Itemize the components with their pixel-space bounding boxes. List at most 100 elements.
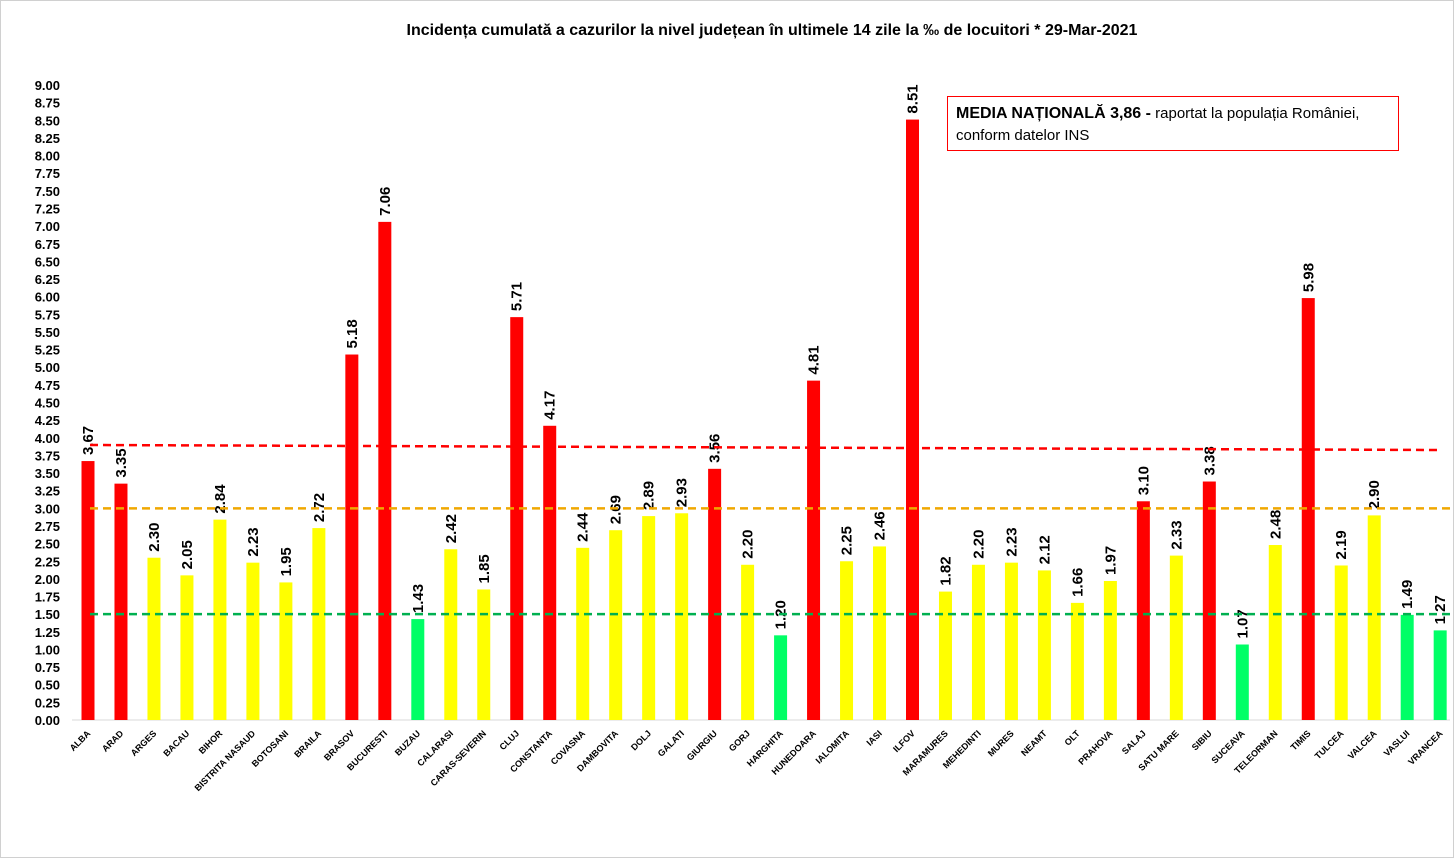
data-label: 2.23	[245, 527, 262, 556]
bar-vaslui	[1400, 614, 1414, 720]
y-tick-label: 4.75	[35, 378, 60, 393]
y-tick-label: 0.00	[35, 713, 60, 728]
bar-buzau	[411, 619, 425, 720]
bar-dolj	[642, 516, 656, 720]
x-tick-label: VRANCEA	[1406, 728, 1445, 767]
y-tick-label: 1.25	[35, 625, 60, 640]
data-label: 2.42	[443, 514, 460, 543]
y-tick-label: 6.00	[35, 290, 60, 305]
x-tick-label: BUZAU	[393, 728, 422, 757]
y-tick-label: 2.75	[35, 519, 60, 534]
bar-dambovita	[609, 530, 623, 720]
data-label: 1.95	[278, 547, 295, 576]
data-label: 7.06	[377, 187, 394, 216]
data-label: 3.35	[113, 448, 130, 477]
bar-cluj	[510, 317, 524, 720]
data-label: 2.20	[970, 530, 987, 559]
y-tick-label: 1.00	[35, 642, 60, 657]
bar-galati	[675, 513, 689, 720]
bar-arad	[114, 483, 128, 720]
data-label: 1.49	[1399, 580, 1416, 609]
data-label: 2.93	[674, 478, 691, 507]
data-label: 1.07	[1234, 609, 1251, 638]
bar-bucuresti	[378, 221, 392, 720]
y-tick-label: 5.00	[35, 360, 60, 375]
y-tick-label: 7.00	[35, 219, 60, 234]
y-tick-label: 3.25	[35, 484, 60, 499]
y-tick-label: 1.50	[35, 607, 60, 622]
data-label: 1.43	[410, 584, 427, 613]
y-tick-label: 0.25	[35, 695, 60, 710]
bar-caras-severin	[477, 589, 491, 720]
data-label: 2.20	[740, 530, 757, 559]
bar-calarasi	[444, 549, 458, 720]
x-tick-label: GORJ	[727, 728, 752, 753]
note-bold: MEDIA NAȚIONALĂ 3,86 -	[956, 105, 1151, 122]
data-label: 2.19	[1333, 530, 1350, 559]
bar-bihor	[213, 519, 227, 720]
y-tick-label: 5.75	[35, 307, 60, 322]
bar-bistrita-nasaud	[246, 562, 260, 720]
y-tick-label: 8.25	[35, 131, 60, 146]
data-label: 1.85	[476, 554, 493, 583]
y-tick-label: 5.25	[35, 343, 60, 358]
data-label: 2.30	[146, 523, 163, 552]
bar-sibiu	[1202, 481, 1216, 720]
x-tick-label: TULCEA	[1313, 728, 1346, 761]
x-tick-label: IASI	[864, 728, 883, 747]
data-label: 1.97	[1102, 546, 1119, 575]
y-tick-label: 3.75	[35, 448, 60, 463]
y-tick-label: 6.25	[35, 272, 60, 287]
bar-constanta	[543, 425, 557, 720]
bar-arges	[147, 557, 161, 720]
bar-suceava	[1235, 644, 1249, 720]
x-tick-label: BISTRITA NASAUD	[193, 728, 258, 793]
bar-mures	[1004, 562, 1018, 720]
y-tick-label: 8.75	[35, 96, 60, 111]
bar-olt	[1070, 602, 1084, 720]
bar-alba	[81, 461, 95, 720]
y-tick-label: 6.75	[35, 237, 60, 252]
x-tick-label: VALCEA	[1346, 728, 1379, 761]
y-tick-label: 9.00	[35, 78, 60, 93]
y-tick-label: 0.50	[35, 678, 60, 693]
data-label: 5.18	[344, 319, 361, 348]
y-tick-label: 4.50	[35, 396, 60, 411]
x-tick-label: NEAMT	[1019, 728, 1049, 758]
bar-harghita	[774, 635, 788, 720]
national-average-note: MEDIA NAȚIONALĂ 3,86 - raportat la popul…	[947, 96, 1399, 151]
y-tick-label: 2.25	[35, 554, 60, 569]
x-tick-label: GALATI	[656, 728, 686, 758]
x-tick-label: DOLJ	[629, 728, 653, 752]
x-tick-label: ILFOV	[891, 728, 917, 754]
bar-teleorman	[1268, 545, 1282, 720]
y-tick-label: 7.50	[35, 184, 60, 199]
x-tick-label: CARAS-SEVERIN	[428, 728, 488, 788]
bar-neamt	[1037, 570, 1051, 720]
bar-valcea	[1367, 515, 1381, 720]
bar-bacau	[180, 575, 194, 720]
data-label: 2.48	[1267, 510, 1284, 539]
x-tick-label: SALAJ	[1120, 728, 1148, 756]
x-tick-label: OLT	[1062, 728, 1082, 748]
y-tick-label: 3.00	[35, 501, 60, 516]
data-label: 4.17	[542, 391, 559, 420]
bar-covasna	[576, 547, 590, 720]
x-tick-label: IALOMITA	[814, 728, 852, 766]
data-label: 2.89	[641, 481, 658, 510]
x-tick-label: ARGES	[129, 728, 159, 758]
y-tick-label: 1.75	[35, 590, 60, 605]
y-tick-label: 6.50	[35, 254, 60, 269]
bar-hunedoara	[807, 380, 821, 720]
y-tick-label: 2.00	[35, 572, 60, 587]
y-tick-label: 3.50	[35, 466, 60, 481]
y-tick-label: 2.50	[35, 537, 60, 552]
data-label: 2.23	[1003, 527, 1020, 556]
y-tick-label: 5.50	[35, 325, 60, 340]
data-label: 2.69	[608, 495, 625, 524]
data-label: 3.38	[1201, 446, 1218, 475]
y-tick-label: 0.75	[35, 660, 60, 675]
data-label: 5.71	[509, 282, 526, 311]
data-label: 2.25	[839, 526, 856, 555]
